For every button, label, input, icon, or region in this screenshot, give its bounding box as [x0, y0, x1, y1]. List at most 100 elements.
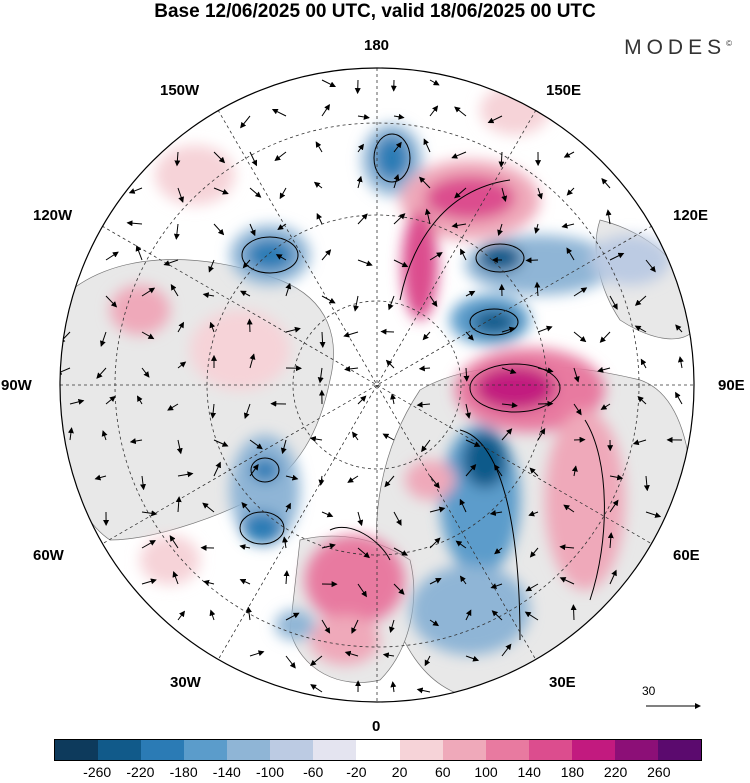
wind-vector-arrow [632, 439, 647, 446]
wind-vector-arrow [356, 175, 363, 189]
wind-vector-arrow [209, 609, 216, 621]
colorbar-tick-label: -100 [255, 764, 285, 780]
high-anomaly [190, 310, 290, 390]
colorbar-swatch [313, 740, 357, 760]
longitude-label-150w: 150W [160, 82, 200, 99]
wind-vector-arrow [570, 604, 577, 621]
wind-vector-arrow [429, 105, 439, 117]
wind-vector-arrow [573, 331, 587, 343]
wind-vector-arrow [105, 251, 119, 261]
colorbar-swatch [528, 740, 572, 760]
high-anomaly [140, 535, 200, 585]
wind-vector-arrow [321, 249, 332, 261]
wind-vector-arrow [239, 544, 251, 550]
wind-vector-arrow [315, 141, 323, 153]
wind-vector-arrow [141, 367, 150, 378]
wind-vector-arrow [344, 650, 359, 657]
wind-vector-arrow [241, 502, 251, 513]
low-anomaly [590, 235, 670, 285]
wind-vector-arrow [429, 295, 438, 308]
wind-vector-arrow [176, 439, 183, 455]
wind-vector-arrow [537, 428, 546, 441]
wind-vector-arrow [416, 687, 431, 694]
colorbar-swatch [356, 740, 400, 760]
wind-vector-arrow [141, 540, 156, 549]
wind-vector-arrow [489, 510, 503, 516]
wind-vector-arrow [429, 578, 442, 585]
wind-vector-arrow [423, 138, 431, 153]
wind-vector-arrow [309, 436, 323, 442]
wind-vector-arrow [529, 467, 539, 477]
wind-vector-arrow [213, 223, 225, 236]
wind-vector-arrow [501, 187, 508, 202]
wind-vector-arrow [459, 575, 467, 585]
wind-vector-arrow [380, 328, 395, 335]
wind-vector-arrow [465, 464, 477, 477]
colorbar-swatch [141, 740, 185, 760]
wind-vector-arrow [177, 610, 185, 621]
wind-vector-arrow [537, 325, 553, 333]
wind-vector-arrow [135, 245, 143, 261]
colorbar-swatch [614, 740, 658, 760]
wind-vector-arrow [524, 611, 539, 621]
wind-vector-arrow [271, 108, 287, 117]
low-anomaly [242, 512, 282, 544]
wind-vector-arrow [357, 113, 370, 120]
wind-vector-arrow [279, 187, 287, 200]
wind-vector-arrow [424, 208, 431, 225]
wind-vector-arrow [99, 331, 107, 347]
wind-vector-arrow [316, 212, 323, 225]
low-anomaly [478, 244, 522, 272]
colorbar-tick-label: 100 [474, 764, 498, 780]
wind-vector-arrow [285, 655, 296, 669]
wind-vector-arrow [126, 220, 143, 227]
wind-vector-arrow [429, 252, 443, 261]
wind-vector-arrow [563, 504, 575, 513]
wind-vectors [60, 79, 684, 694]
wind-vector-arrow [643, 475, 650, 492]
wind-vector-arrow [525, 257, 539, 264]
wind-vector-arrow [429, 506, 446, 513]
wind-vector-arrow [283, 570, 290, 585]
wind-vector-arrow [351, 619, 359, 634]
wind-vector-arrow [163, 259, 179, 266]
colorbar-swatch [55, 740, 99, 760]
wind-vector-arrow [105, 395, 116, 405]
contour-lines [239, 133, 605, 641]
wind-vector-arrow [140, 475, 146, 491]
wind-vector-arrow [529, 547, 539, 558]
wind-vector-arrow [454, 106, 467, 117]
wind-vector-arrow [60, 367, 71, 375]
wind-vector-arrow [605, 209, 612, 225]
wind-vector-arrow [573, 287, 588, 297]
longitude-label-90w: 90W [1, 377, 32, 394]
wind-vector-arrow [317, 367, 324, 384]
colorbar-tick-label: -180 [169, 764, 198, 780]
colorbar-tick-label: 220 [603, 764, 628, 780]
longitude-label-60e: 60E [673, 547, 700, 564]
wind-vector-arrow [465, 331, 474, 341]
wind-vector-arrow [285, 474, 299, 481]
colorbar-swatch [227, 740, 271, 760]
wind-vector-arrow [175, 496, 182, 513]
wind-vector-arrow [416, 401, 431, 408]
wind-vector-arrow [493, 464, 503, 477]
wind-vector-arrow [274, 151, 287, 162]
longitude-label-30e: 30E [549, 674, 576, 691]
brand-mark: © [726, 39, 732, 48]
wind-vector-arrow [501, 643, 512, 657]
wind-vector-arrow [563, 151, 575, 158]
wind-vector-arrow [141, 331, 155, 340]
low-anomaly [246, 239, 294, 271]
reference-vector-label: 30 [642, 684, 656, 698]
wind-vector-arrow [429, 79, 440, 86]
wind-vector-arrow [382, 433, 395, 441]
colorbar-tick-label: -60 [303, 764, 324, 780]
wind-vector-arrow [454, 187, 467, 199]
graticule [60, 68, 694, 702]
anomaly-fields [110, 85, 670, 665]
wind-vector-arrow [242, 259, 251, 269]
wind-vector-arrow [597, 366, 611, 373]
wind-vector-arrow [498, 151, 505, 168]
wind-vector-arrow [310, 655, 323, 666]
